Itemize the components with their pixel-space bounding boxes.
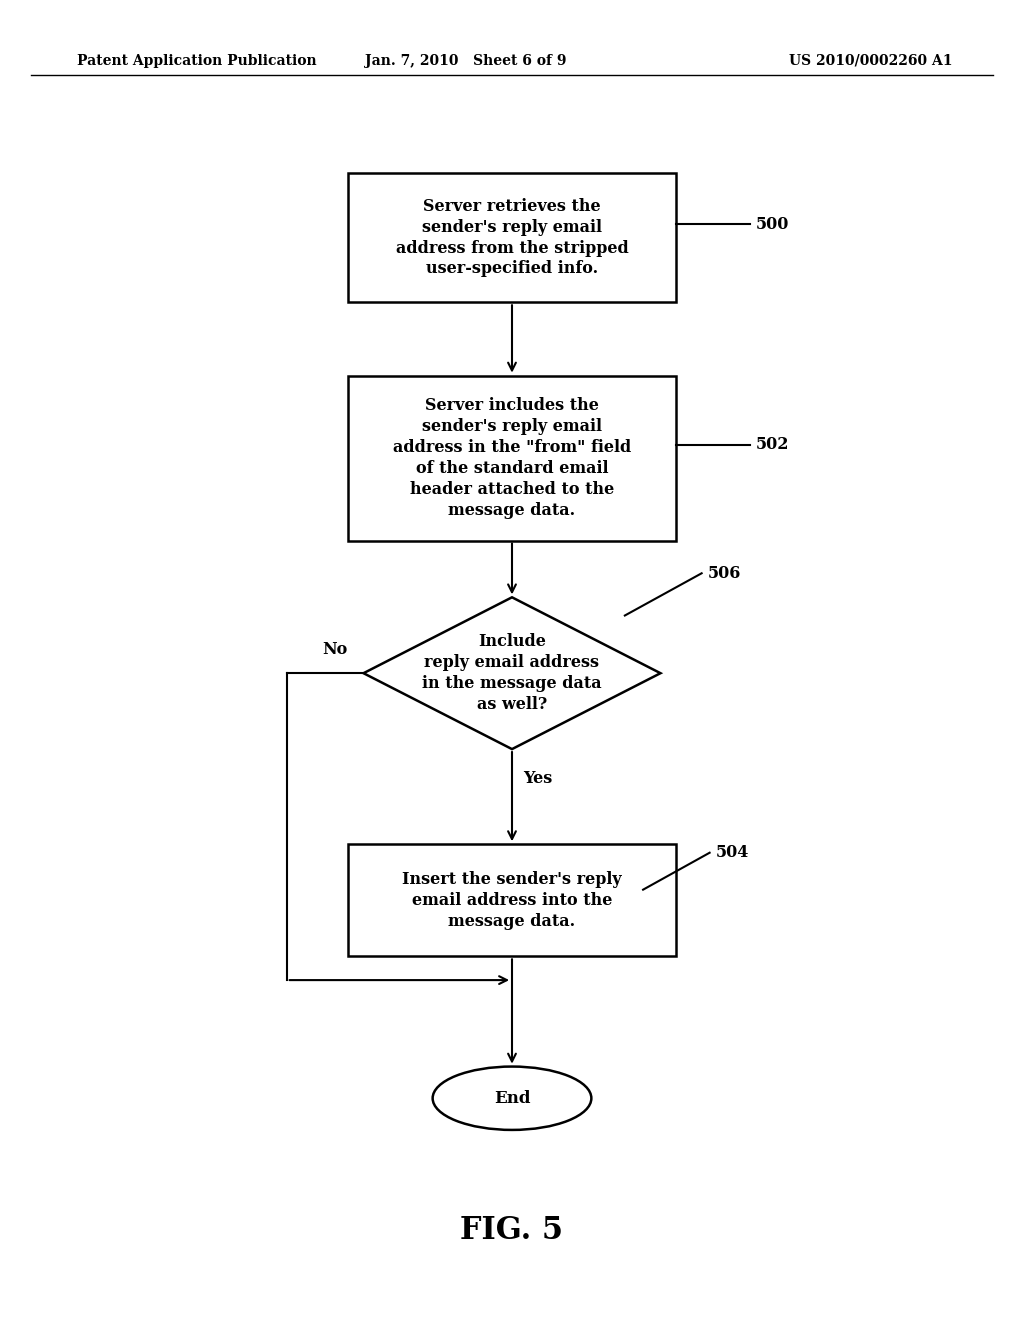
Text: 502: 502 xyxy=(756,437,790,453)
Text: End: End xyxy=(494,1090,530,1106)
FancyBboxPatch shape xyxy=(348,845,676,956)
Text: Jan. 7, 2010   Sheet 6 of 9: Jan. 7, 2010 Sheet 6 of 9 xyxy=(366,54,566,67)
Text: Server retrieves the
sender's reply email
address from the stripped
user-specifi: Server retrieves the sender's reply emai… xyxy=(395,198,629,277)
Text: Patent Application Publication: Patent Application Publication xyxy=(77,54,316,67)
Text: US 2010/0002260 A1: US 2010/0002260 A1 xyxy=(788,54,952,67)
Text: Insert the sender's reply
email address into the
message data.: Insert the sender's reply email address … xyxy=(402,871,622,929)
Text: Server includes the
sender's reply email
address in the "from" field
of the stan: Server includes the sender's reply email… xyxy=(393,397,631,519)
Text: FIG. 5: FIG. 5 xyxy=(461,1214,563,1246)
FancyBboxPatch shape xyxy=(348,173,676,302)
Text: Yes: Yes xyxy=(523,770,552,787)
Text: 504: 504 xyxy=(716,845,750,861)
Ellipse shape xyxy=(432,1067,592,1130)
FancyBboxPatch shape xyxy=(348,375,676,541)
Text: 506: 506 xyxy=(708,565,741,582)
Text: Include
reply email address
in the message data
as well?: Include reply email address in the messa… xyxy=(422,634,602,713)
Text: 500: 500 xyxy=(756,216,790,232)
Polygon shape xyxy=(364,597,660,750)
Text: No: No xyxy=(323,642,347,657)
